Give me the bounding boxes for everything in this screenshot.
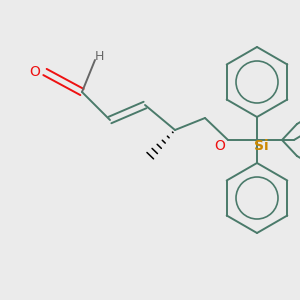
Text: Si: Si [254,139,268,153]
Text: H: H [94,50,104,62]
Text: O: O [214,139,225,153]
Text: O: O [30,65,40,79]
